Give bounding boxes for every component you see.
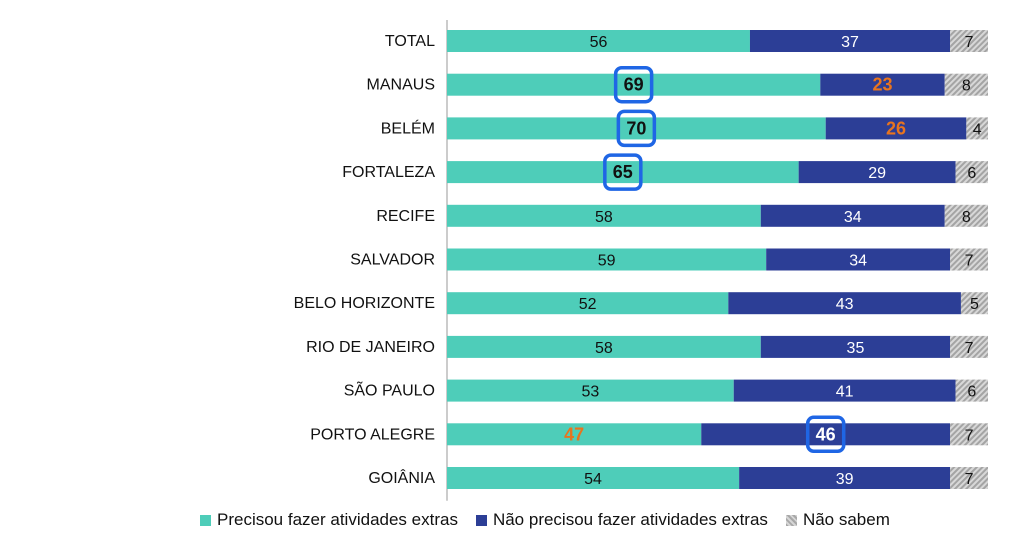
data-label: 53	[581, 384, 599, 401]
bar-segment-precisou	[447, 379, 734, 402]
bar-segment-nao-sabem	[955, 379, 988, 402]
data-label: 69	[624, 75, 644, 95]
data-label: 29	[868, 165, 886, 182]
data-label: 7	[965, 340, 974, 357]
highlight-box	[603, 153, 643, 191]
bar-segment-nao-sabem	[955, 161, 988, 184]
bar-segment-precisou	[447, 467, 740, 489]
data-label: 5	[970, 296, 979, 313]
bar-segment-precisou	[447, 248, 767, 271]
bar-segment-nao-precisou	[798, 161, 956, 184]
legend-swatch-nao-sabem	[785, 514, 797, 526]
data-label: 65	[613, 162, 633, 182]
data-label: 47	[564, 424, 584, 444]
legend-item-precisou: Precisou fazer atividades extras	[200, 510, 458, 530]
bar-segment-nao-precisou	[820, 73, 945, 96]
highlight-box	[616, 109, 657, 148]
data-label: 70	[626, 118, 646, 138]
data-label: 43	[836, 296, 854, 313]
highlight-box	[805, 415, 846, 454]
bar-segment-nao-sabem	[950, 30, 988, 52]
data-label: 41	[836, 384, 854, 401]
data-label: 58	[595, 209, 613, 226]
data-label: 59	[598, 253, 616, 270]
data-label: 7	[965, 253, 974, 270]
bar-segment-nao-precisou	[749, 30, 951, 52]
bar-segment-nao-sabem	[944, 73, 988, 96]
legend-swatch-nao-precisou	[475, 514, 487, 526]
data-label: 37	[841, 34, 859, 51]
bar-segment-precisou	[447, 117, 826, 140]
data-label: 52	[579, 296, 597, 313]
data-label: 4	[973, 121, 982, 138]
data-label: 7	[965, 34, 974, 51]
category-label: SÃO PAULO	[344, 380, 435, 400]
legend-item-nao-precisou: Não precisou fazer atividades extras	[475, 510, 768, 530]
bar-segment-nao-sabem	[950, 248, 988, 271]
category-label: RIO DE JANEIRO	[306, 339, 435, 356]
category-label: GOIÂNIA	[368, 468, 435, 487]
data-label: 26	[886, 118, 906, 138]
bar-segment-precisou	[447, 423, 702, 446]
bar-segment-nao-precisou	[760, 204, 945, 227]
legend-item-nao-sabem: Não sabem	[785, 510, 890, 530]
data-label: 54	[584, 471, 602, 488]
data-label: 6	[967, 384, 976, 401]
data-label: 6	[967, 165, 976, 182]
legend-label-precisou: Precisou fazer atividades extras	[217, 510, 458, 529]
bar-segment-precisou	[447, 292, 729, 315]
data-label: 7	[965, 471, 974, 488]
category-label: RECIFE	[376, 208, 435, 225]
data-label: 23	[872, 75, 892, 95]
chart-legend: Precisou fazer atividades extras Não pre…	[200, 510, 890, 530]
category-label: PORTO ALEGRE	[310, 426, 435, 443]
bar-segment-precisou	[447, 73, 821, 96]
bar-segment-nao-precisou	[733, 379, 956, 402]
data-label: 46	[816, 424, 836, 444]
bar-segment-nao-sabem	[944, 204, 988, 227]
category-label: BELO HORIZONTE	[294, 295, 435, 312]
bar-segment-nao-precisou	[739, 467, 951, 489]
bar-segment-nao-precisou	[701, 423, 951, 446]
bar-segment-precisou	[447, 335, 761, 358]
data-label: 7	[965, 427, 974, 444]
data-label: 39	[836, 471, 854, 488]
data-label: 8	[962, 78, 971, 95]
bar-segment-nao-sabem	[966, 117, 988, 140]
bar-segment-precisou	[447, 204, 761, 227]
category-label: FORTALEZA	[342, 164, 435, 181]
data-label: 35	[847, 340, 865, 357]
data-label: 34	[844, 209, 862, 226]
bar-segment-nao-sabem	[960, 292, 988, 315]
legend-swatch-precisou	[200, 514, 211, 526]
bar-segment-nao-sabem	[950, 467, 988, 489]
bar-segment-precisou	[447, 161, 799, 184]
data-label: 56	[590, 34, 608, 51]
highlight-box	[613, 65, 654, 104]
legend-label-nao-sabem: Não sabem	[802, 510, 890, 529]
data-label: 58	[595, 340, 613, 357]
data-label: 34	[849, 253, 867, 270]
category-label: BELÉM	[381, 118, 435, 137]
bar-segment-nao-precisou	[728, 292, 961, 315]
bar-segment-nao-sabem	[950, 423, 988, 446]
category-label: TOTAL	[385, 33, 435, 50]
category-label: SALVADOR	[350, 252, 435, 269]
legend-label-nao-precisou: Não precisou fazer atividades extras	[492, 510, 768, 529]
bar-segment-nao-sabem	[950, 335, 988, 358]
category-label: MANAUS	[367, 77, 435, 94]
bar-segment-precisou	[447, 30, 750, 52]
bar-segment-nao-precisou	[825, 117, 967, 140]
bar-segment-nao-precisou	[760, 335, 951, 358]
data-label: 8	[962, 209, 971, 226]
bar-segment-nao-precisou	[766, 248, 951, 271]
